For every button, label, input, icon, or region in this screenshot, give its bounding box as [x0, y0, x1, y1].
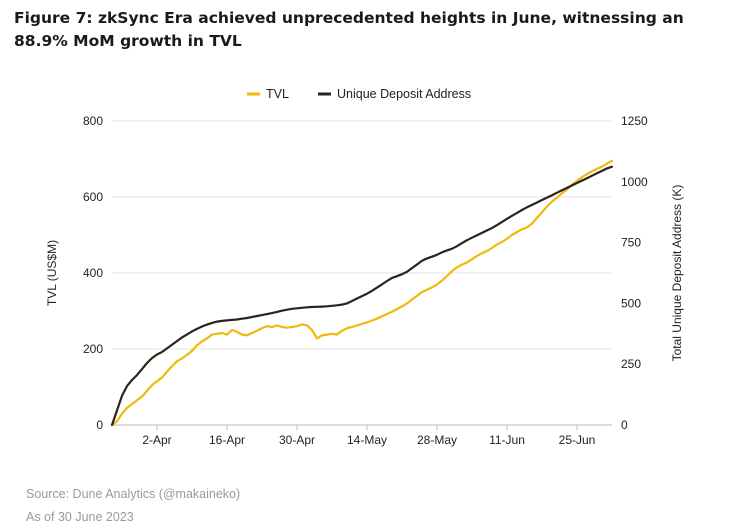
y-left-axis-title: TVL (US$M): [45, 240, 59, 306]
y-left-tick-label: 0: [96, 418, 103, 432]
x-tick-label: 11-Jun: [489, 433, 525, 447]
y-right-tick-label: 1250: [621, 114, 648, 128]
y-left-tick-label: 600: [83, 190, 103, 204]
y-right-tick-label: 250: [621, 357, 641, 371]
y-right-tick-label: 500: [621, 296, 641, 310]
x-tick-label: 25-Jun: [559, 433, 596, 447]
y-right-axis-title: Total Unique Deposit Address (K): [670, 185, 684, 362]
line-chart: 0 200 400 600 800 0 250 500 750 1000 1250 2-Apr 16-A…: [45, 87, 684, 447]
y-left-tick-label: 200: [83, 342, 103, 356]
x-tick-label: 30-Apr: [279, 433, 315, 447]
x-tick-label: 14-May: [347, 433, 387, 447]
as-of-note: As of 30 June 2023: [26, 510, 134, 524]
x-tick-label: 2-Apr: [142, 433, 171, 447]
legend-unique-deposit-address-label: Unique Deposit Address: [337, 87, 471, 101]
x-tick-label: 16-Apr: [209, 433, 245, 447]
deposit-address-series-line: [110, 165, 614, 427]
tvl-series-line: [110, 159, 614, 427]
figure-title: Figure 7: zkSync Era achieved unpreceden…: [14, 9, 684, 50]
y-right-tick-label: 0: [621, 418, 628, 432]
x-tick-label: 28-May: [417, 433, 457, 447]
y-left-tick-label: 400: [83, 266, 103, 280]
source-note: Source: Dune Analytics (@makaineko): [26, 487, 241, 501]
legend-tvl-label: TVL: [266, 87, 289, 101]
y-right-tick-label: 1000: [621, 175, 648, 189]
y-right-tick-label: 750: [621, 236, 641, 250]
y-left-tick-label: 800: [83, 114, 103, 128]
